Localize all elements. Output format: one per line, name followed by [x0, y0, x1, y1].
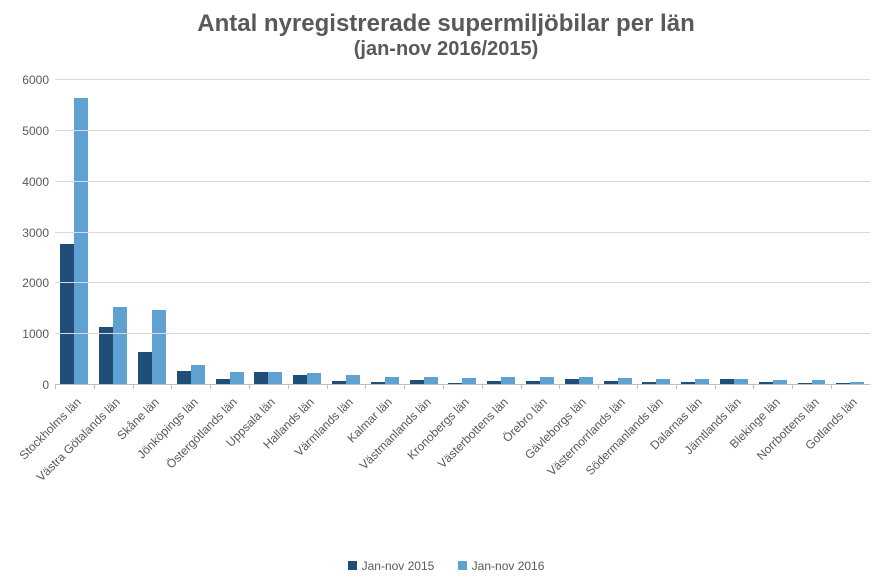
chart-title-line2: (jan-nov 2016/2015): [0, 38, 892, 61]
x-tick: [792, 385, 793, 389]
x-tick: [482, 385, 483, 389]
bar: [74, 98, 88, 385]
category-group: Jämtlands län: [715, 80, 754, 385]
gridline: [55, 79, 870, 80]
y-axis-label: 5000: [22, 124, 55, 138]
category-group: Dalarnas län: [676, 80, 715, 385]
chart-title-line1: Antal nyregistrerade supermiljöbilar per…: [0, 10, 892, 38]
gridline: [55, 130, 870, 131]
x-tick: [753, 385, 754, 389]
legend-item-2015: Jan-nov 2015: [348, 559, 435, 573]
x-tick: [637, 385, 638, 389]
y-axis-label: 1000: [22, 327, 55, 341]
category-group: Södermanlands län: [637, 80, 676, 385]
bars-group: Stockholms länVästra Götalands länSkåne …: [55, 80, 870, 385]
category-group: Örebro län: [521, 80, 560, 385]
y-axis-label: 4000: [22, 175, 55, 189]
gridline: [55, 333, 870, 334]
legend-swatch-2016: [458, 561, 467, 570]
x-tick: [133, 385, 134, 389]
category-group: Västernorrlands län: [598, 80, 637, 385]
legend-label-2015: Jan-nov 2015: [362, 559, 435, 573]
category-group: Gotlands län: [831, 80, 870, 385]
category-group: Norrbottens län: [792, 80, 831, 385]
x-tick: [288, 385, 289, 389]
x-tick: [365, 385, 366, 389]
x-tick: [559, 385, 560, 389]
category-group: Kalmar län: [365, 80, 404, 385]
gridline: [55, 232, 870, 233]
gridline: [55, 384, 870, 385]
bar: [113, 307, 127, 385]
x-tick: [55, 385, 56, 389]
legend-swatch-2015: [348, 561, 357, 570]
y-axis-label: 2000: [22, 276, 55, 290]
category-group: Hallands län: [288, 80, 327, 385]
x-tick: [210, 385, 211, 389]
x-axis-label: Västerbottens län: [435, 395, 511, 471]
bar: [60, 244, 74, 385]
x-tick: [715, 385, 716, 389]
y-axis-label: 0: [42, 378, 55, 392]
category-group: Västra Götalands län: [94, 80, 133, 385]
bar: [138, 352, 152, 385]
x-tick: [521, 385, 522, 389]
y-axis-label: 3000: [22, 226, 55, 240]
category-group: Jönköpings län: [171, 80, 210, 385]
bar: [191, 365, 205, 385]
category-group: Västmanlands län: [404, 80, 443, 385]
bar: [99, 327, 113, 385]
category-group: Skåne län: [133, 80, 172, 385]
legend: Jan-nov 2015 Jan-nov 2016: [0, 559, 892, 574]
y-axis-label: 6000: [22, 73, 55, 87]
category-group: Östergötlands län: [210, 80, 249, 385]
category-group: Västerbottens län: [482, 80, 521, 385]
chart-container: Antal nyregistrerade supermiljöbilar per…: [0, 0, 892, 581]
gridline: [55, 282, 870, 283]
legend-item-2016: Jan-nov 2016: [458, 559, 545, 573]
bar: [152, 310, 166, 385]
bar: [177, 371, 191, 385]
chart-title: Antal nyregistrerade supermiljöbilar per…: [0, 0, 892, 61]
category-group: Blekinge län: [753, 80, 792, 385]
legend-label-2016: Jan-nov 2016: [472, 559, 545, 573]
x-tick: [676, 385, 677, 389]
x-tick: [327, 385, 328, 389]
x-tick: [404, 385, 405, 389]
x-tick: [831, 385, 832, 389]
category-group: Uppsala län: [249, 80, 288, 385]
x-tick: [94, 385, 95, 389]
category-group: Stockholms län: [55, 80, 94, 385]
x-tick: [443, 385, 444, 389]
x-tick: [598, 385, 599, 389]
category-group: Värmlands län: [327, 80, 366, 385]
x-tick: [171, 385, 172, 389]
plot-area: Stockholms länVästra Götalands länSkåne …: [55, 80, 870, 385]
gridline: [55, 181, 870, 182]
x-tick: [249, 385, 250, 389]
category-group: Gävleborgs län: [559, 80, 598, 385]
category-group: Kronobergs län: [443, 80, 482, 385]
